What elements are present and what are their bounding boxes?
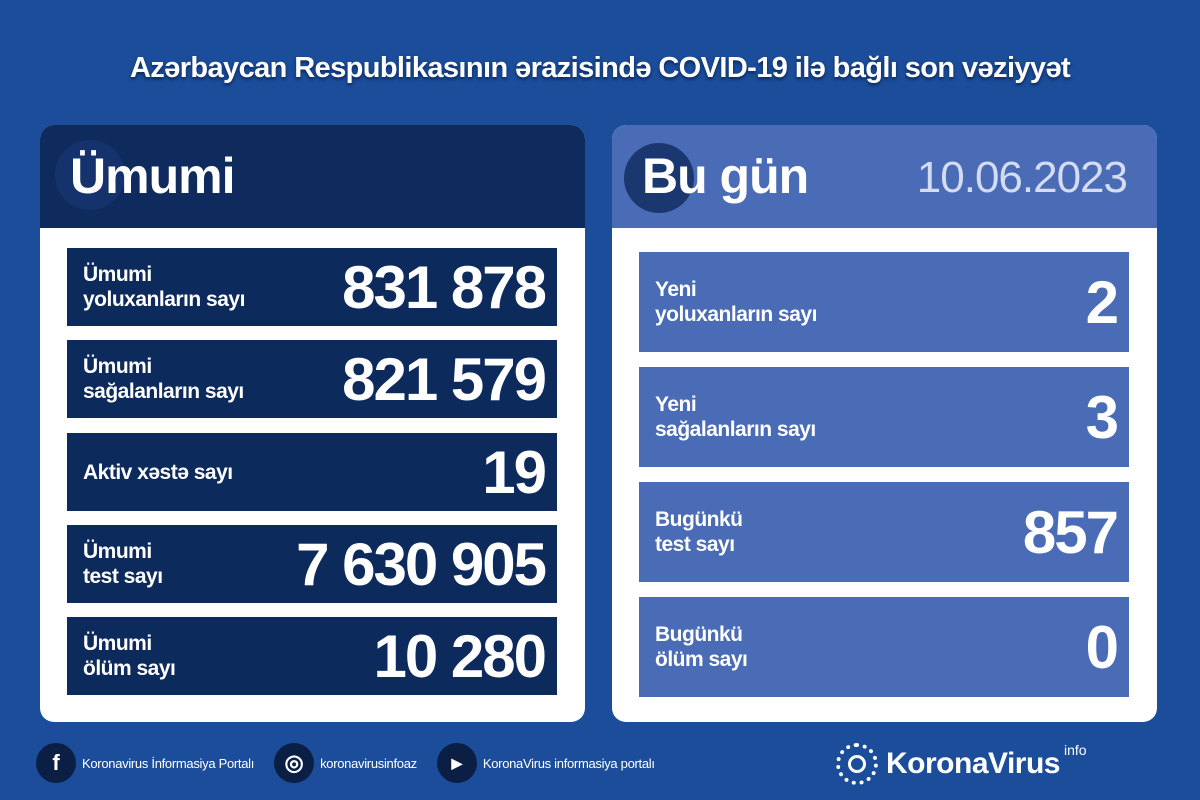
youtube-link[interactable]: ▶ KoronaVirus informasiya portalı [436, 743, 655, 783]
text-label: Ümumi [83, 632, 152, 655]
total-heading: Ümumi [70, 148, 235, 204]
virus-icon [55, 140, 125, 210]
facebook-link[interactable]: f Koronavirus İnformasiya Portalı [36, 743, 254, 783]
stat-value: 831 878 [342, 253, 547, 321]
text-label: test sayı [83, 565, 163, 588]
stat-row: Ümumi ölüm sayı 10 280 [67, 617, 557, 695]
total-header: Ümumi [40, 125, 585, 228]
text-label: Ümumi [83, 355, 152, 378]
stat-value: 10 280 [373, 622, 547, 690]
text-label: Ümumi [83, 540, 152, 563]
text-label: sağalanların sayı [655, 418, 816, 441]
text-label: Koronavirus İnformasiya Portalı [82, 755, 255, 771]
footer: f Koronavirus İnformasiya Portalı ◎ korona… [36, 738, 816, 788]
stat-value: 19 [482, 438, 547, 506]
facebook-icon: f [36, 743, 76, 783]
stat-value: 2 [1085, 268, 1119, 336]
text-label: test sayı [655, 533, 735, 556]
stat-row: Ümumi yoluxanların sayı 831 878 [67, 248, 557, 326]
instagram-link[interactable]: ◎ koronavirusinfoaz [274, 743, 417, 783]
text-label: Yeni [655, 393, 697, 416]
stat-value: 0 [1085, 613, 1119, 681]
today-header: Bu gün 10.06.2023 [612, 125, 1157, 228]
stat-value: 857 [1022, 498, 1119, 566]
text-label: yoluxanların sayı [655, 303, 817, 326]
stat-value: 3 [1085, 383, 1119, 451]
today-date: 10.06.2023 [916, 153, 1128, 202]
text-label: ölüm sayı [83, 657, 176, 680]
stat-value: 7 630 905 [296, 530, 547, 598]
koronavirus-logo: KoronaVirus info [836, 742, 1166, 786]
total-panel: Ümumi Ümumi yoluxanların sayı 831 878 Ümum… [40, 125, 585, 722]
stat-row: Aktiv xəstə sayı 19 [67, 433, 557, 511]
stat-row: Yeni sağalanların sayı 3 [639, 367, 1129, 467]
virus-icon [624, 143, 694, 213]
stat-row: Bugünkü test sayı 857 [639, 482, 1129, 582]
stat-row: Bugünkü ölüm sayı 0 [639, 597, 1129, 697]
text-label: yoluxanların sayı [83, 288, 245, 311]
text-label: sağalanların sayı [83, 380, 244, 403]
text-label: KoronaVirus informasiya portalı [482, 755, 655, 771]
text-label: Aktiv xəstə sayı [83, 460, 233, 484]
text-label: Bugünkü [655, 508, 743, 531]
stat-row: Ümumi sağalanların sayı 821 579 [67, 340, 557, 418]
stat-value: 821 579 [342, 345, 547, 413]
text-label: Ümumi [83, 263, 152, 286]
youtube-icon: ▶ [436, 743, 477, 783]
text-label: Yeni [655, 278, 697, 301]
text-label: koronavirusinfoaz [320, 755, 417, 771]
stat-row: Ümumi test sayı 7 630 905 [67, 525, 557, 603]
today-heading: Bu gün [642, 148, 809, 204]
text-label: info [1064, 742, 1087, 758]
stat-row: Yeni yoluxanların sayı 2 [639, 252, 1129, 352]
instagram-icon: ◎ [274, 743, 315, 783]
page-title: Azərbaycan Respublikasının ərazisində CO… [0, 52, 1200, 85]
text-label: Azərbaycan Respublikasının ərazisində CO… [129, 52, 1071, 84]
sun-icon [836, 743, 878, 785]
text-label: Bugünkü [655, 623, 743, 646]
text-label: ölüm sayı [655, 648, 748, 671]
text-label: KoronaVirus [886, 747, 1061, 780]
today-panel: Bu gün 10.06.2023 Yeni yoluxanların sayı 2… [612, 125, 1157, 722]
